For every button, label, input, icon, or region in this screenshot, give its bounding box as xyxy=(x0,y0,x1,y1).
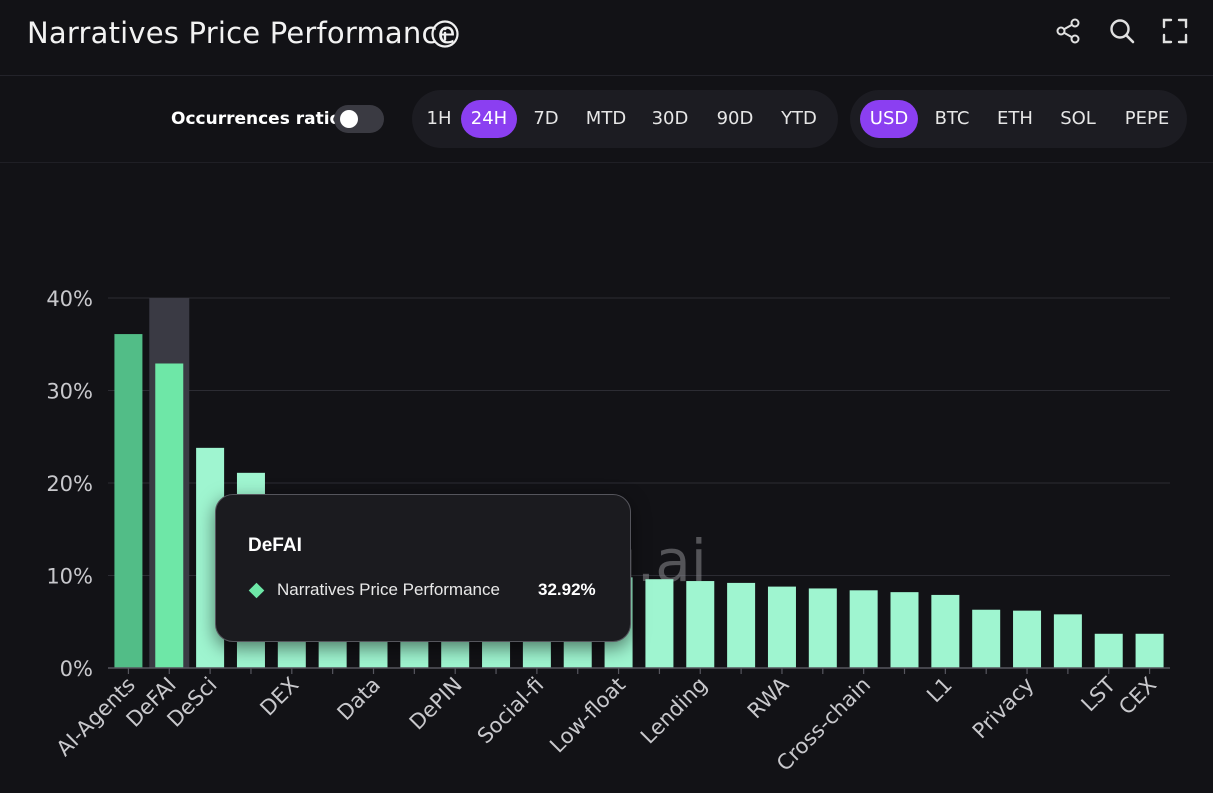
toggle-knob xyxy=(340,110,358,128)
bar-item-23[interactable] xyxy=(1053,614,1082,668)
y-tick-label: 10% xyxy=(46,565,93,589)
currency-btc[interactable]: BTC xyxy=(934,108,970,129)
currency-usd[interactable]: USD xyxy=(860,100,918,138)
x-tick-label: DEX xyxy=(255,673,303,721)
x-tick-label: LST xyxy=(1077,672,1121,716)
timeframe-ytd[interactable]: YTD xyxy=(781,108,817,129)
bar-cross-chain[interactable] xyxy=(849,590,878,668)
page-title: Narratives Price Performance xyxy=(27,16,456,50)
x-tick-label: Lending xyxy=(636,673,712,749)
currency-pepe[interactable]: PEPE xyxy=(1124,108,1170,129)
timeframe-24h[interactable]: 24H xyxy=(461,100,517,138)
bar-item-13[interactable] xyxy=(645,579,674,668)
timeframe-90d[interactable]: 90D xyxy=(716,108,754,129)
occurrences-ratio-toggle[interactable] xyxy=(334,105,384,133)
tooltip-series-name: Narratives Price Performance xyxy=(277,580,500,599)
currency-eth[interactable]: ETH xyxy=(997,108,1033,129)
bar-l1[interactable] xyxy=(931,594,960,668)
x-tick-label: L1 xyxy=(922,673,957,708)
toolbar: Occurrences ratio 1H 24H 7D MTD 30D 90D YTD US… xyxy=(0,76,1213,163)
bar-privacy[interactable] xyxy=(1013,610,1042,668)
bar-defai[interactable] xyxy=(155,363,184,668)
x-tick-label: DePIN xyxy=(405,673,467,735)
y-tick-label: 40% xyxy=(46,287,93,311)
info-icon[interactable] xyxy=(430,19,460,49)
bar-lending[interactable] xyxy=(686,581,715,668)
x-tick-label: Data xyxy=(333,673,385,725)
timeframe-mtd[interactable]: MTD xyxy=(585,108,627,129)
bar-cex[interactable] xyxy=(1135,633,1164,668)
grid-lines xyxy=(108,297,1170,576)
fullscreen-icon[interactable] xyxy=(1161,17,1189,45)
x-tick-label: CEX xyxy=(1114,673,1161,720)
y-tick-label: 20% xyxy=(46,472,93,496)
x-tick-label: Privacy xyxy=(968,673,1039,744)
tooltip-value: 32.92% xyxy=(538,580,596,599)
header: Narratives Price Performance xyxy=(0,0,1213,76)
bar-item-17[interactable] xyxy=(808,588,837,668)
timeframe-7d[interactable]: 7D xyxy=(533,108,559,129)
bar-item-15[interactable] xyxy=(727,582,756,668)
bar-ai-agents[interactable] xyxy=(114,334,143,668)
bar-rwa[interactable] xyxy=(767,586,796,668)
tooltip-title: DeFAI xyxy=(248,535,302,556)
timeframe-selector: 1H 24H 7D MTD 30D 90D YTD xyxy=(412,90,838,148)
chart-tooltip: DeFAI Narratives Price Performance 32.92… xyxy=(215,494,631,642)
timeframe-30d[interactable]: 30D xyxy=(651,108,689,129)
x-tick-label: RWA xyxy=(743,672,794,723)
y-tick-label: 30% xyxy=(46,380,93,404)
tooltip-series-marker xyxy=(248,582,265,599)
x-tick-label: Low-float xyxy=(545,673,630,758)
bar-lst[interactable] xyxy=(1094,633,1123,668)
bar-item-19[interactable] xyxy=(890,592,919,668)
occurrences-ratio-label: Occurrences ratio xyxy=(171,109,342,129)
currency-sol[interactable]: SOL xyxy=(1060,108,1096,129)
y-axis-ticks: 0% 10% 20% 30% 40% xyxy=(46,287,93,681)
currency-selector: USD BTC ETH SOL PEPE xyxy=(850,90,1187,148)
share-icon[interactable] xyxy=(1055,17,1083,45)
timeframe-1h[interactable]: 1H xyxy=(426,108,452,129)
search-icon[interactable] xyxy=(1108,17,1136,45)
y-tick-label: 0% xyxy=(60,657,93,681)
bar-item-21[interactable] xyxy=(972,609,1001,668)
x-tick-label: Social-fi xyxy=(473,673,549,749)
